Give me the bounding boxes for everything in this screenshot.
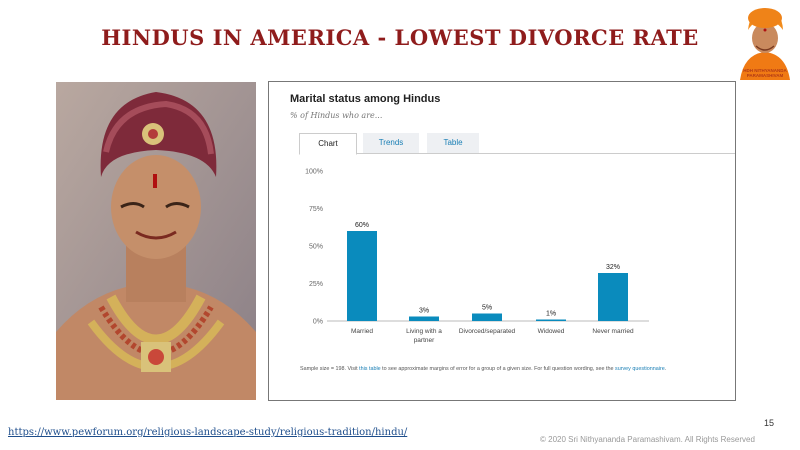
y-tick-label: 0% bbox=[313, 319, 323, 326]
data-label: 3% bbox=[419, 308, 429, 315]
footnote-text-3: . bbox=[664, 366, 667, 372]
x-tick-label: Living with a bbox=[406, 328, 442, 335]
tab-trends[interactable]: Trends bbox=[363, 133, 419, 153]
logo-caption: HDH NITHYANANDA PARAMASHIVAM bbox=[743, 68, 787, 78]
chart-subtitle: % of Hindus who are... bbox=[290, 111, 383, 120]
footnote-text-2: to see approximate margins of error for … bbox=[380, 366, 615, 372]
survey-questionnaire-link[interactable]: survey questionnaire bbox=[615, 366, 665, 372]
tabs-divider bbox=[299, 153, 735, 154]
bar bbox=[347, 231, 377, 321]
slide-title: HINDUS IN AMERICA - LOWEST DIVORCE RATE bbox=[101, 25, 699, 50]
data-label: 32% bbox=[606, 264, 620, 271]
y-tick-label: 75% bbox=[309, 206, 323, 213]
chart-title: Marital status among Hindus bbox=[290, 93, 441, 105]
source-link[interactable]: https://www.pewforum.org/religious-lands… bbox=[8, 427, 408, 438]
y-tick-label: 100% bbox=[305, 169, 323, 176]
logo-portrait bbox=[736, 4, 794, 80]
copyright-text: © 2020 Sri Nithyananda Paramashivam. All… bbox=[540, 435, 755, 444]
data-label: 5% bbox=[482, 305, 492, 312]
y-tick-label: 50% bbox=[309, 244, 323, 251]
data-label: 1% bbox=[546, 311, 556, 318]
page-number: 15 bbox=[764, 418, 775, 428]
x-tick-label: partner bbox=[414, 337, 435, 344]
x-tick-label: Divorced/separated bbox=[459, 328, 516, 335]
portrait-photo bbox=[56, 82, 256, 400]
tab-table[interactable]: Table bbox=[427, 133, 479, 153]
bar bbox=[536, 319, 566, 321]
tab-chart[interactable]: Chart bbox=[299, 133, 357, 155]
this-table-link[interactable]: this table bbox=[359, 366, 381, 372]
bar bbox=[472, 313, 502, 321]
x-tick-label: Never married bbox=[592, 328, 634, 335]
x-tick-label: Widowed bbox=[538, 328, 565, 335]
bar bbox=[409, 316, 439, 321]
bar-chart: 0% 25% 50% 75% 100% 60% Married 3% Living with a… bbox=[305, 169, 649, 344]
footnote-text-1: Sample size = 198. Visit bbox=[300, 366, 360, 372]
chart-footnote: Sample size = 198. Visit this table to s… bbox=[300, 366, 666, 372]
x-tick-label: Married bbox=[351, 328, 373, 335]
y-tick-label: 25% bbox=[309, 281, 323, 288]
data-label: 60% bbox=[355, 222, 369, 229]
chart-panel: Marital status among Hindus % of Hindus … bbox=[268, 81, 736, 401]
bar bbox=[598, 273, 628, 321]
